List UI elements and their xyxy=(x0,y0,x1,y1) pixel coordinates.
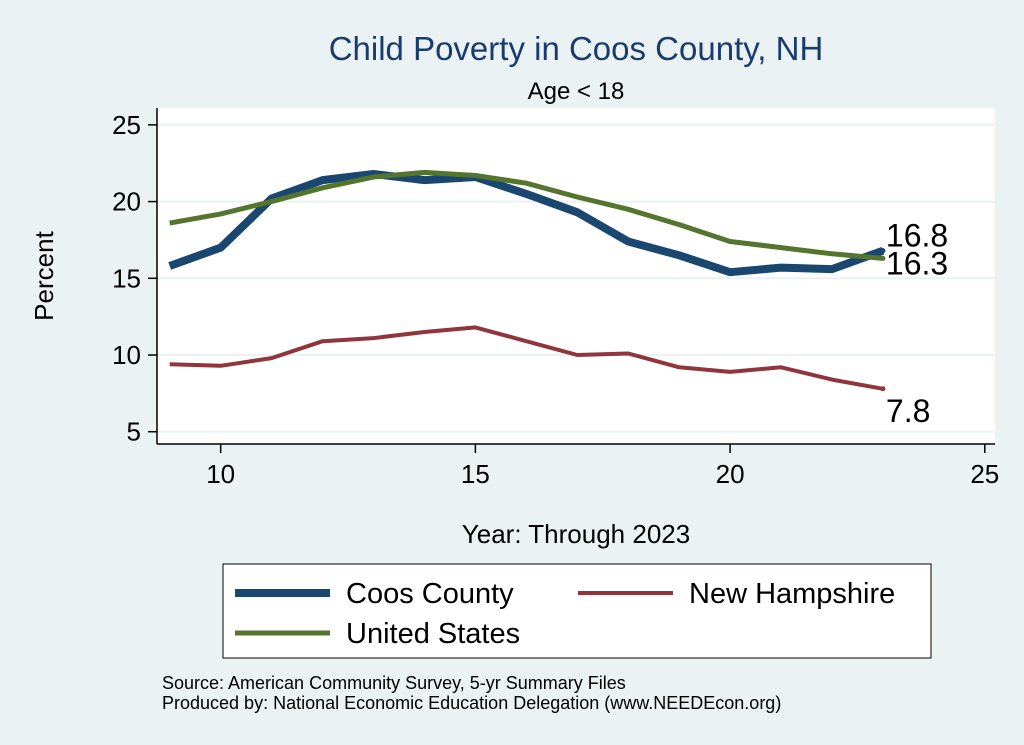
y-tick-label-10: 10 xyxy=(112,340,141,370)
chart-subtitle: Age < 18 xyxy=(528,78,625,105)
x-tick-label-20: 20 xyxy=(716,459,745,489)
series-line-new-hampshire xyxy=(169,325,884,391)
x-ticks: 10 15 20 25 xyxy=(206,444,999,489)
produced-by-note: Produced by: National Economic Education… xyxy=(162,693,781,713)
source-note: Source: American Community Survey, 5-yr … xyxy=(162,673,626,693)
x-tick-label-10: 10 xyxy=(206,459,235,489)
series-line-coos-county xyxy=(168,170,885,277)
legend: Coos County New Hampshire United States xyxy=(235,578,895,650)
x-axis-label: Year: Through 2023 xyxy=(462,519,690,549)
y-ticks: 5 10 15 20 25 xyxy=(112,110,157,447)
y-axis-label: Percent xyxy=(29,230,59,320)
y-tick-label-15: 15 xyxy=(112,263,141,293)
legend-label-united-states: United States xyxy=(346,618,520,650)
series-lines xyxy=(168,169,886,392)
series-end-point-new-hampshire xyxy=(880,386,886,392)
y-tick-label-25: 25 xyxy=(112,110,141,140)
plot-area xyxy=(157,108,995,444)
x-tick-label-15: 15 xyxy=(461,459,490,489)
gridlines xyxy=(157,123,995,433)
series-end-point-united-states xyxy=(880,255,886,261)
end-label-coos-county: 16.8 xyxy=(886,218,948,254)
y-tick-label-20: 20 xyxy=(112,187,141,217)
y-tick-label-5: 5 xyxy=(127,417,141,447)
legend-label-new-hampshire: New Hampshire xyxy=(689,578,895,610)
end-label-new-hampshire: 7.8 xyxy=(886,393,930,429)
x-tick-label-25: 25 xyxy=(970,459,999,489)
legend-label-coos-county: Coos County xyxy=(346,578,514,610)
end-labels: 16.8 7.8 16.3 xyxy=(886,218,948,429)
series-end-point-coos-county xyxy=(880,248,886,254)
series-line-united-states xyxy=(169,169,884,261)
end-label-united-states: 16.3 xyxy=(886,245,948,281)
legend-box xyxy=(222,563,932,659)
chart-title: Child Poverty in Coos County, NH xyxy=(329,30,824,67)
